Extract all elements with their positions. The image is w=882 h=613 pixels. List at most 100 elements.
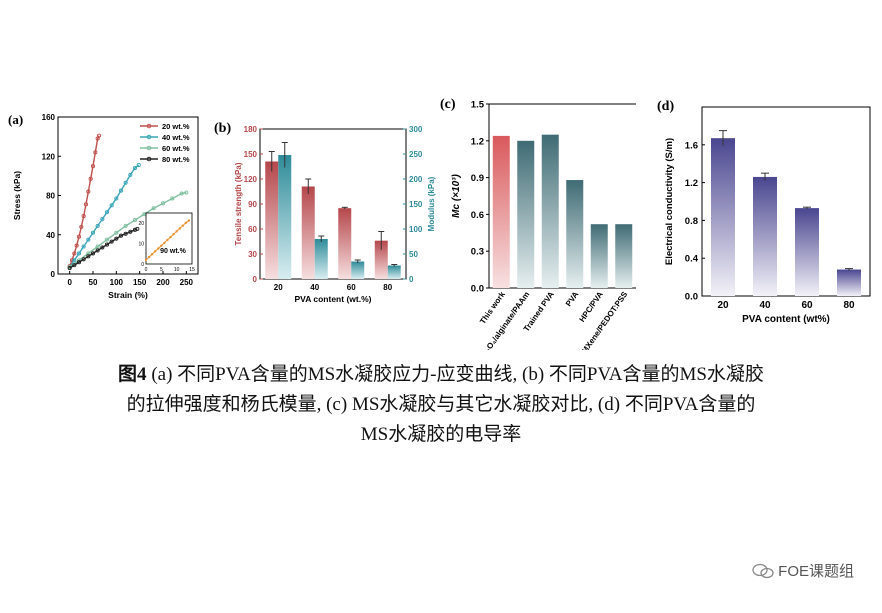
figure-caption: 图4 (a) 不同PVA含量的MS水凝胶应力-应变曲线, (b) 不同PVA含量… (30, 360, 852, 450)
inset-point (150, 253, 154, 256)
x-tick-label: 60 (801, 300, 813, 311)
y-axis-label: Stress (kPa) (12, 171, 22, 220)
data-point (97, 133, 102, 138)
data-point (123, 223, 128, 228)
data-point (93, 150, 98, 155)
x-tick-label: PVA (564, 290, 581, 308)
caption-line-3: MS水凝胶的电导率 (360, 424, 522, 445)
axes-frame (701, 106, 871, 297)
data-point (123, 180, 128, 185)
data-point (81, 257, 86, 262)
x-tick-label: 60 (347, 283, 356, 292)
inset-point (144, 258, 148, 262)
data-point (86, 254, 91, 259)
data-point (135, 226, 140, 231)
y-tick-label: 0.9 (471, 173, 484, 184)
inset-y-tick-label: 20 (138, 221, 144, 227)
data-point (90, 230, 96, 235)
data-point (95, 223, 100, 228)
data-point (67, 266, 72, 271)
x-tick-label: 80 (843, 300, 855, 311)
y-tick-label: 30 (248, 250, 257, 259)
data-point (114, 196, 119, 201)
x-tick-label: 150 (133, 278, 147, 287)
y-tick-label: 0.6 (471, 210, 484, 221)
y-tick-label: 0.0 (471, 284, 484, 295)
inset-point (163, 241, 166, 244)
mc-bar (492, 135, 510, 288)
data-point (74, 243, 79, 248)
y-tick-label: 150 (244, 150, 258, 159)
conductivity-bar (795, 208, 819, 296)
inset-point (157, 247, 160, 250)
inset-x-tick-label: 15 (189, 267, 195, 273)
series-line-80wt (69, 228, 138, 269)
data-point (100, 216, 105, 222)
legend-marker (146, 145, 152, 151)
data-point (76, 260, 82, 265)
data-point (118, 233, 124, 238)
data-point (72, 263, 77, 268)
y2-tick-label: 0 (409, 275, 414, 284)
data-point (128, 229, 133, 234)
wechat-icon (752, 563, 774, 579)
y2-tick-label: 100 (409, 225, 423, 234)
mc-bar (541, 134, 559, 288)
data-point (79, 224, 84, 229)
conductivity-bar (711, 138, 735, 296)
conductivity-bar (837, 269, 861, 296)
data-point (114, 236, 119, 241)
data-point (132, 165, 138, 171)
panel-c-label: (c) (440, 97, 456, 112)
panel-d-label: (d) (657, 99, 674, 114)
data-point (72, 258, 77, 263)
conductivity-bar (753, 176, 777, 296)
legend-label: 80 wt.% (162, 155, 190, 164)
data-point (109, 239, 114, 244)
y-tick-label: 120 (244, 175, 258, 184)
inset-point (181, 224, 184, 227)
y-axis-label: Electrical conductivity (S/m) (664, 138, 675, 265)
legend-marker (146, 123, 152, 129)
inset-point (187, 219, 191, 222)
legend-marker (146, 156, 152, 162)
y2-tick-label: 300 (409, 125, 423, 134)
y-tick-label: 40 (46, 231, 55, 240)
watermark-text: FOE课题组 (778, 563, 854, 580)
data-point (136, 163, 141, 168)
y2-tick-label: 50 (409, 250, 418, 259)
y-tick-label: 120 (42, 152, 56, 161)
x-tick-label: 250 (180, 278, 194, 287)
data-point (90, 164, 96, 169)
modulus-bar (278, 155, 292, 279)
inset-y-tick-label: 10 (138, 242, 144, 248)
caption-line-1-text: (a) 不同PVA含量的MS水凝胶应力-应变曲线, (b) 不同PVA含量的MS… (151, 364, 764, 385)
inset-point (175, 230, 178, 233)
y-tick-label: 0 (51, 270, 56, 279)
caption-line-2: 的拉伸强度和杨氏模量, (c) MS水凝胶与其它水凝胶对比, (d) 不同PVA… (126, 394, 756, 415)
data-point (90, 251, 96, 256)
data-point (132, 217, 138, 223)
data-point (170, 196, 175, 201)
data-point (104, 237, 110, 242)
mc-bar (517, 140, 535, 288)
legend-marker (146, 134, 152, 140)
x-axis-label: Strain (%) (108, 290, 148, 300)
inset-x-tick-label: 0 (145, 267, 148, 273)
y-tick-label: 1.5 (471, 100, 485, 111)
data-point (76, 251, 82, 256)
data-point (118, 188, 124, 193)
y-tick-label: 90 (248, 200, 257, 209)
panel-a-label: (a) (8, 112, 23, 127)
y-tick-label: 0 (253, 275, 258, 284)
inset-point (184, 221, 188, 224)
panel-c-mc-comparison: (c)0.00.30.60.91.21.5Mc (×10³)This workF… (440, 97, 636, 350)
y-tick-label: 160 (42, 113, 56, 122)
x-tick-label: 50 (89, 278, 98, 287)
modulus-bar (387, 265, 401, 279)
y-tick-label: 80 (46, 192, 55, 201)
y-axis-label: Mc (×10³) (451, 174, 462, 218)
data-point (100, 245, 105, 250)
data-point (81, 214, 86, 219)
